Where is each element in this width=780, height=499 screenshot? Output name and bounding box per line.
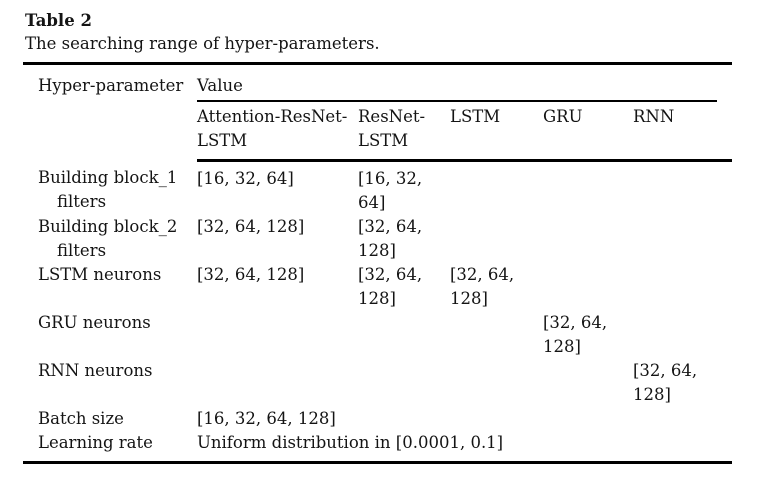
value-cell bbox=[450, 311, 543, 359]
value-cell: [32, 64, 128] bbox=[358, 217, 423, 260]
hyperparameters-table: Hyper-parameter Value Attention-ResNet-L… bbox=[23, 62, 733, 464]
value-cell: [32, 64, 128] bbox=[197, 265, 305, 284]
row-label: Learning rate bbox=[38, 433, 153, 452]
column-header-value: Value bbox=[197, 64, 732, 102]
table-caption: The searching range of hyper-parameters. bbox=[25, 34, 380, 53]
table-header: Hyper-parameter Value Attention-ResNet-L… bbox=[23, 64, 733, 162]
row-label: Batch size bbox=[38, 409, 124, 428]
table-row-lstm-neurons: LSTM neurons [32, 64, 128] [32, 64, 128]… bbox=[23, 263, 732, 311]
table-row-building-block-1: Building block_1 filters [16, 32, 64] [1… bbox=[23, 161, 732, 216]
value-header-label: Value bbox=[197, 65, 718, 102]
value-cell bbox=[633, 311, 732, 359]
table-row-gru-neurons: GRU neurons [32, 64, 128] bbox=[23, 311, 732, 359]
value-cell bbox=[543, 215, 633, 263]
table-row-rnn-neurons: RNN neurons [32, 64, 128] bbox=[23, 359, 732, 407]
column-header-gru: GRU bbox=[543, 102, 633, 162]
column-header-attention-resnet-lstm: Attention-ResNet-LSTM bbox=[197, 102, 358, 162]
value-cell bbox=[543, 161, 633, 216]
value-cell: [16, 32, 64, 128] bbox=[197, 409, 336, 428]
table-title: Table 2 bbox=[25, 11, 92, 30]
value-cell: [16, 32, 64] bbox=[358, 169, 423, 212]
column-header-resnet-lstm: ResNet-LSTM bbox=[358, 102, 450, 162]
value-cell bbox=[450, 215, 543, 263]
value-cell bbox=[633, 215, 732, 263]
value-cell bbox=[450, 161, 543, 216]
value-cell bbox=[633, 263, 732, 311]
value-cell bbox=[358, 311, 450, 359]
table-body: Building block_1 filters [16, 32, 64] [1… bbox=[23, 161, 732, 463]
value-cell bbox=[197, 311, 358, 359]
header-row-models: Attention-ResNet-LSTM ResNet-LSTM LSTM G… bbox=[23, 102, 733, 162]
row-label: Building block_1 filters bbox=[38, 167, 178, 211]
value-cell: [32, 64, 128] bbox=[450, 265, 515, 308]
value-cell bbox=[543, 263, 633, 311]
column-header-hyper-parameter: Hyper-parameter bbox=[38, 76, 184, 95]
value-cell: Uniform distribution in [0.0001, 0.1] bbox=[197, 433, 504, 452]
value-cell bbox=[543, 359, 633, 407]
value-cell bbox=[450, 359, 543, 407]
value-cell bbox=[358, 359, 450, 407]
column-header-lstm: LSTM bbox=[450, 102, 543, 162]
row-label: Building block_2 filters bbox=[38, 217, 178, 260]
value-cell: [32, 64, 128] bbox=[633, 361, 698, 404]
value-cell: [32, 64, 128] bbox=[358, 265, 423, 308]
row-label: GRU neurons bbox=[38, 313, 151, 332]
table-row-learning-rate: Learning rate Uniform distribution in [0… bbox=[23, 431, 732, 463]
row-label: RNN neurons bbox=[38, 361, 153, 380]
header-row-value: Hyper-parameter Value bbox=[23, 64, 732, 102]
value-cell bbox=[633, 161, 732, 216]
table-row-batch-size: Batch size [16, 32, 64, 128] bbox=[23, 407, 732, 431]
row-label: LSTM neurons bbox=[38, 265, 162, 284]
value-cell bbox=[197, 359, 358, 407]
value-cell: [16, 32, 64] bbox=[197, 169, 294, 188]
value-cell: [32, 64, 128] bbox=[197, 217, 305, 236]
column-header-rnn: RNN bbox=[633, 102, 733, 162]
table-row-building-block-2: Building block_2 filters [32, 64, 128] [… bbox=[23, 215, 732, 263]
value-cell: [32, 64, 128] bbox=[543, 313, 608, 356]
